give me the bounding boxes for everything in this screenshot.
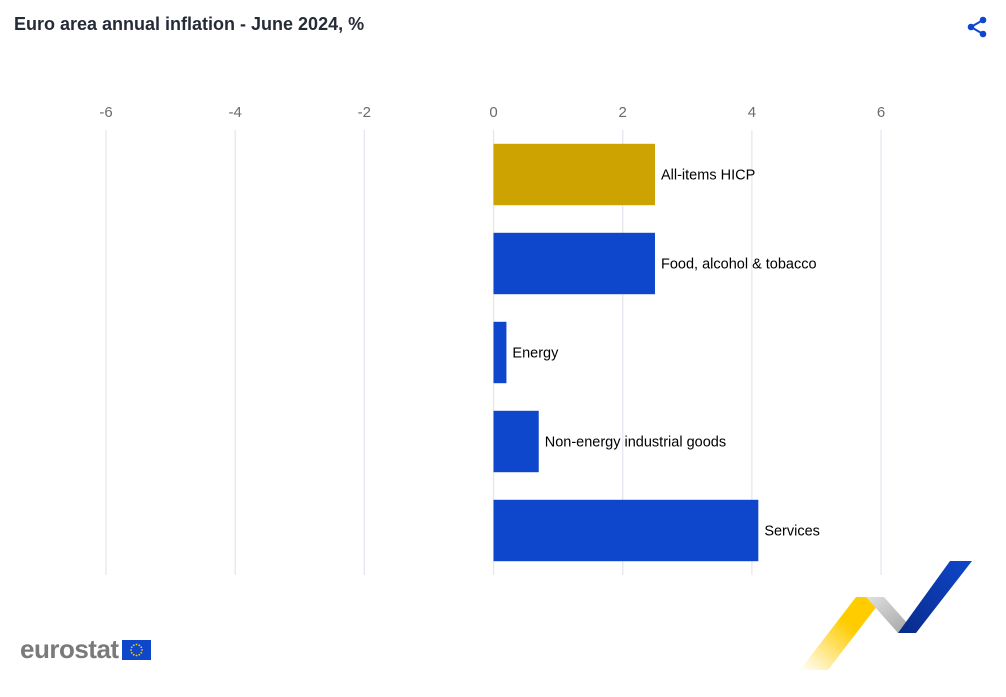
share-icon [967,16,987,38]
logo-text: eurostat [20,634,119,664]
bar[interactable] [493,410,539,473]
chart-title: Euro area annual inflation - June 2024, … [14,14,365,34]
bar-label: Energy [512,346,559,362]
decorative-ribbon [800,561,972,670]
bar-label: Non-energy industrial goods [545,435,726,451]
bar[interactable] [493,232,655,295]
eurostat-logo: eurostat [20,634,151,665]
bar-label: Food, alcohol & tobacco [661,257,817,273]
bar[interactable] [493,321,507,384]
eu-flag-icon [121,639,151,660]
x-tick-label: 4 [748,104,756,121]
x-tick-label: 6 [877,104,885,121]
x-tick-label: 0 [489,104,497,121]
share-button[interactable] [964,14,990,40]
x-tick-label: 2 [619,104,627,121]
bar-label: Services [764,524,820,540]
bar[interactable] [493,143,655,206]
x-tick-label: -4 [229,104,242,121]
x-tick-label: -6 [99,104,112,121]
bar[interactable] [493,499,759,562]
x-tick-label: -2 [358,104,371,121]
bar-label: All-items HICP [661,168,755,184]
bar-chart: -6 -4 -2 0 2 4 6 All-items HICP Food, alcohol & … [99,104,885,575]
